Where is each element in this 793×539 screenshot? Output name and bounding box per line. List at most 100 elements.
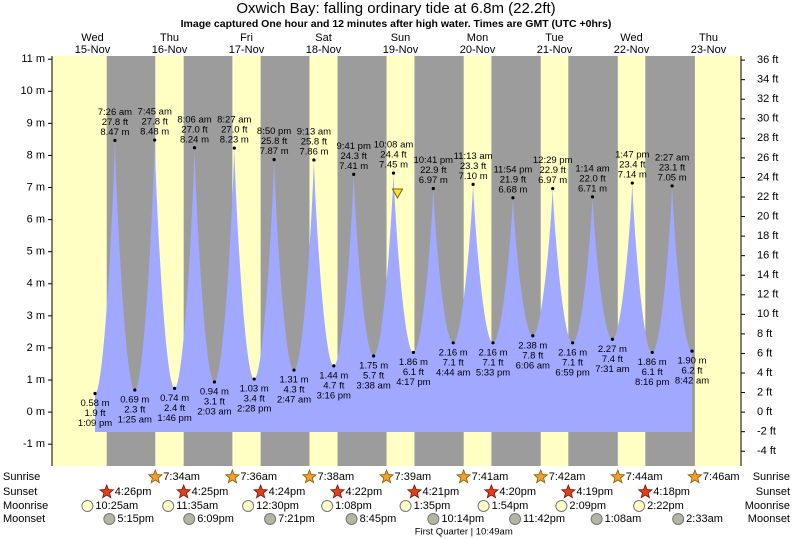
day-date: 20-Nov bbox=[460, 44, 496, 56]
y2-tick-label: 32 ft bbox=[757, 93, 778, 105]
tide-label: 9:13 am bbox=[297, 126, 331, 137]
tide-label: 1.90 m bbox=[677, 356, 706, 367]
tide-label: 1.03 m bbox=[240, 384, 269, 395]
day-name: Wed bbox=[81, 32, 103, 44]
tide-label: 7.8 ft bbox=[522, 350, 543, 361]
moon-icon bbox=[555, 500, 568, 512]
tide-label: 2:47 am bbox=[277, 395, 311, 406]
sunrise-time: 7:38am bbox=[317, 471, 354, 483]
y-tick-label: 1 m bbox=[27, 374, 45, 386]
tide-label: 7:26 am bbox=[98, 107, 132, 118]
moon-icon bbox=[183, 513, 196, 525]
moon-icon bbox=[321, 500, 334, 512]
sun-icon bbox=[560, 483, 577, 499]
tide-label: 11:13 am bbox=[454, 151, 493, 162]
tide-label: 27.0 ft bbox=[181, 124, 208, 135]
sunset-time: 4:22pm bbox=[346, 486, 383, 498]
moonset-time: 2:33am bbox=[686, 513, 723, 525]
tide-label: 2.3 ft bbox=[124, 404, 145, 415]
tide-label: 25.8 ft bbox=[261, 136, 288, 147]
sun-icon bbox=[301, 468, 318, 484]
tide-label: 7.14 m bbox=[618, 170, 647, 181]
tide-label: 8.23 m bbox=[220, 135, 249, 146]
moon-icon bbox=[427, 513, 440, 525]
tide-label: 1.44 m bbox=[319, 370, 348, 381]
tide-label: 27.8 ft bbox=[141, 117, 168, 128]
tide-label: 24.3 ft bbox=[340, 151, 367, 162]
moonset-time: 10:14pm bbox=[441, 513, 484, 525]
moonset-time: 6:09pm bbox=[197, 513, 234, 525]
tide-label: 8.47 m bbox=[100, 127, 129, 138]
tide-label: 7.1 ft bbox=[443, 357, 464, 368]
sunset-time: 4:25pm bbox=[192, 486, 229, 498]
tide-label: 8.48 m bbox=[140, 127, 169, 138]
tide-label: 8.24 m bbox=[180, 134, 209, 145]
tide-point bbox=[491, 341, 495, 345]
sunrise-time: 7:42am bbox=[549, 471, 586, 483]
tide-label: 6.1 ft bbox=[403, 367, 424, 378]
tide-label: 1.86 m bbox=[399, 357, 428, 368]
y-tick-label: 8 m bbox=[27, 149, 45, 161]
y2-tick-label: 4 ft bbox=[757, 367, 772, 379]
moon-phase: First Quarter | 10:49am bbox=[415, 527, 513, 538]
y2-tick-label: -4 ft bbox=[757, 445, 776, 457]
chart-title: Oxwich Bay: falling ordinary tide at 6.8… bbox=[236, 0, 555, 17]
tide-label: 9:41 pm bbox=[337, 141, 371, 152]
moonrise-time: 1:35pm bbox=[414, 500, 451, 512]
y2-tick-label: 8 ft bbox=[757, 328, 772, 340]
tide-label: 2.38 m bbox=[518, 340, 547, 351]
tide-label: 8:27 am bbox=[217, 115, 251, 126]
tide-label: 4:44 am bbox=[436, 367, 470, 378]
tide-point bbox=[610, 337, 615, 341]
y2-tick-label: 18 ft bbox=[757, 230, 778, 242]
sunrise-time: 7:44am bbox=[626, 471, 663, 483]
tide-point bbox=[650, 350, 654, 355]
day-date: 22-Nov bbox=[614, 44, 650, 56]
day-date: 19-Nov bbox=[383, 44, 419, 56]
tide-label: 7.45 m bbox=[379, 160, 408, 171]
sun-icon bbox=[252, 483, 269, 499]
tide-label: 0.74 m bbox=[160, 393, 189, 404]
tide-label: 3.4 ft bbox=[244, 394, 265, 405]
sun-icon bbox=[455, 468, 472, 484]
sunset-time: 4:21pm bbox=[422, 486, 459, 498]
day-name: Thu bbox=[699, 32, 718, 44]
sunset-time: 4:20pm bbox=[499, 486, 536, 498]
tide-point bbox=[411, 350, 415, 355]
tide-point bbox=[272, 158, 276, 162]
y2-tick-label: 14 ft bbox=[757, 269, 778, 281]
tide-point bbox=[571, 341, 575, 345]
sunset-time: 4:19pm bbox=[576, 486, 613, 498]
sun-icon bbox=[406, 483, 423, 499]
tide-label: 1:14 am bbox=[575, 163, 609, 174]
tide-label: 7.10 m bbox=[459, 171, 488, 182]
moon-icon bbox=[81, 500, 94, 512]
tide-label: 1.9 ft bbox=[84, 408, 105, 419]
tide-point bbox=[431, 186, 435, 191]
moonset-time: 8:45pm bbox=[360, 513, 397, 525]
y2-tick-label: 34 ft bbox=[757, 74, 778, 86]
tide-label: 23.4 ft bbox=[619, 160, 646, 171]
tide-label: 22.9 ft bbox=[420, 165, 447, 176]
y-tick-label: 4 m bbox=[27, 278, 45, 290]
tide-label: 6.71 m bbox=[578, 183, 607, 194]
tide-point bbox=[391, 171, 396, 175]
sun-icon bbox=[378, 468, 395, 484]
y2-tick-label: 16 ft bbox=[757, 250, 778, 262]
tide-label: 7.87 m bbox=[260, 146, 289, 157]
y-tick-label: 6 m bbox=[27, 214, 45, 226]
tide-label: 7:45 am bbox=[138, 107, 172, 118]
day-date: 21-Nov bbox=[537, 44, 573, 56]
tide-point bbox=[511, 196, 515, 200]
y-tick-label: 5 m bbox=[27, 246, 45, 258]
tide-label: 7.41 m bbox=[339, 161, 368, 172]
tide-label: 7.4 ft bbox=[602, 354, 623, 365]
tide-label: 1:46 pm bbox=[157, 413, 191, 424]
tide-point bbox=[332, 364, 336, 368]
chart-subtitle: Image captured One hour and 12 minutes a… bbox=[181, 18, 612, 30]
tide-label: 1.75 m bbox=[359, 360, 388, 371]
sun-icon bbox=[532, 468, 549, 484]
tide-point bbox=[292, 368, 296, 372]
y2-tick-label: 26 ft bbox=[757, 152, 778, 164]
